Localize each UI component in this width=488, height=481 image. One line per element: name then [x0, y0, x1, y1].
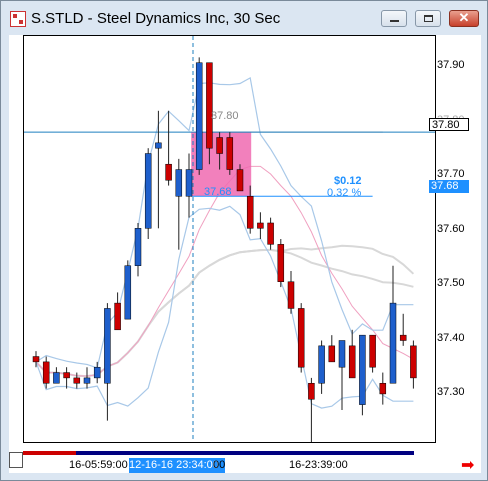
price-label: 37.70 — [437, 168, 465, 180]
candle-body — [83, 377, 91, 384]
candle-body — [277, 244, 285, 282]
candle-body — [104, 308, 111, 384]
candle-body — [165, 163, 172, 181]
candle-body — [175, 169, 183, 197]
measure-start-label: 37.80 — [211, 110, 239, 122]
candle-body — [226, 137, 234, 170]
price-label: 37.40 — [437, 332, 465, 344]
price-label: 37.90 — [437, 59, 465, 71]
candle-body — [369, 334, 376, 368]
measure-end-label: 37.68 — [204, 186, 232, 198]
candle-body — [308, 382, 315, 400]
price-label: 37.30 — [437, 386, 465, 398]
candle-body — [379, 382, 387, 395]
window-title: S.STLD - Steel Dynamics Inc, 30 Sec — [31, 10, 281, 27]
close-icon: ✕ — [458, 10, 470, 25]
chart-area[interactable]: 37.80 37.68 $0.12 0.32 % 37.90 37.80 37.… — [9, 35, 481, 474]
time-cursor-label: 12-16-16 23:34:00 — [129, 458, 225, 473]
band-lower-line — [35, 205, 414, 409]
minimize-icon — [390, 20, 399, 22]
plot-frame[interactable]: 37.80 37.68 $0.12 0.32 % — [23, 35, 436, 443]
ma-slow-line — [35, 248, 414, 378]
candle-body — [246, 196, 254, 229]
candle-body — [42, 361, 50, 384]
app-icon[interactable] — [10, 11, 26, 27]
scroll-left-box[interactable] — [9, 452, 23, 468]
maximize-button[interactable] — [415, 10, 441, 27]
band-upper-line — [35, 76, 414, 369]
time-scrollbar-marker — [23, 451, 76, 455]
candle-body — [410, 345, 417, 379]
measure-price-tag: 37.68 — [429, 180, 469, 193]
price-label: 37.60 — [437, 223, 465, 235]
candle-body — [257, 222, 264, 229]
candle-body — [134, 228, 142, 266]
time-label-left: 16-05:59:00 — [69, 459, 128, 471]
candle-body — [206, 62, 213, 149]
candle-body — [399, 334, 407, 341]
price-label: 37.50 — [437, 277, 465, 289]
crosshair-price-tag: 37.80 — [429, 118, 469, 131]
candle-body — [144, 153, 152, 229]
candle-body — [185, 169, 193, 197]
candle-body — [53, 372, 60, 384]
close-button[interactable]: ✕ — [449, 10, 479, 27]
candle-body — [389, 302, 397, 384]
candle-body — [32, 356, 40, 363]
candle-body — [338, 340, 346, 368]
candle-body — [124, 265, 132, 320]
candle-body — [359, 334, 366, 405]
time-label-right: 16-23:39:00 — [289, 459, 348, 471]
candle-body — [297, 308, 305, 368]
maximize-icon — [424, 15, 433, 22]
candle-body — [114, 302, 121, 331]
candle-body — [155, 142, 162, 149]
candle-body — [287, 281, 295, 309]
candle-body — [267, 222, 274, 245]
candle-body — [195, 62, 203, 170]
time-scrollbar[interactable] — [23, 451, 414, 455]
candle-body — [318, 345, 325, 384]
candle-body — [73, 377, 81, 384]
candles — [32, 57, 417, 442]
candle-body — [93, 366, 101, 379]
measure-delta: $0.12 — [334, 175, 362, 187]
price-chart[interactable] — [24, 36, 435, 442]
time-label-cursor-tail: 00 — [213, 459, 226, 471]
moving-averages — [35, 76, 415, 409]
measure-percent: 0.32 % — [327, 187, 362, 199]
candle-body — [236, 169, 244, 192]
scroll-right-arrow-icon[interactable]: ➡ — [461, 457, 475, 474]
title-bar[interactable]: S.STLD - Steel Dynamics Inc, 30 Sec ✕ — [1, 1, 487, 35]
candle-body — [328, 345, 336, 363]
candle-body — [348, 345, 356, 379]
minimize-button[interactable] — [381, 10, 407, 27]
candle-body — [216, 137, 223, 154]
candle-body — [63, 372, 70, 379]
